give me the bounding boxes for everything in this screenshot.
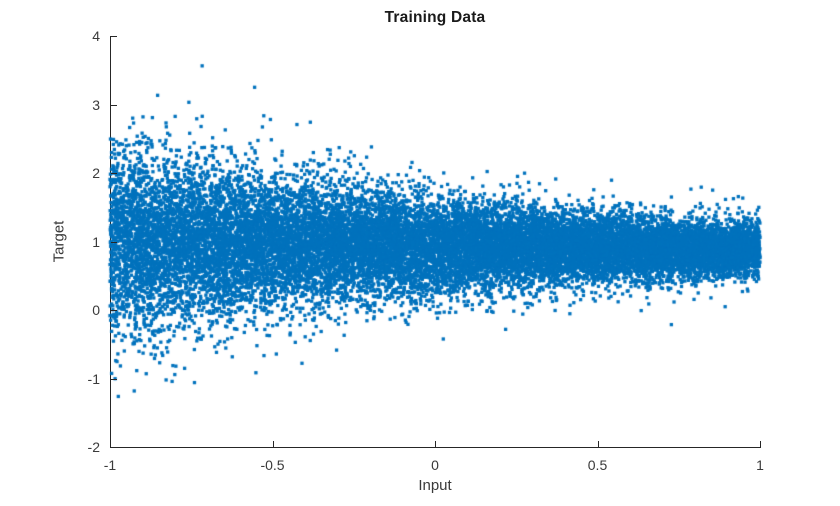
x-tick-mark (110, 441, 111, 447)
x-tick-label: -0.5 (260, 457, 285, 473)
x-tick-mark (272, 441, 274, 447)
y-tick-label: 2 (92, 165, 100, 181)
y-tick-mark (111, 36, 117, 37)
x-tick-label: 0.5 (587, 457, 608, 473)
y-tick-mark (111, 310, 117, 311)
chart-title: Training Data (384, 9, 486, 26)
y-tick-label: 1 (92, 233, 100, 250)
y-tick-mark (111, 378, 117, 380)
y-tick-label: -1 (87, 370, 100, 387)
x-tick-label: -1 (103, 457, 117, 473)
y-axis-label: Target (50, 220, 68, 263)
y-tick-label: 3 (92, 96, 100, 113)
y-tick-mark (111, 447, 117, 448)
y-tick-mark (111, 241, 117, 243)
y-tick-label: 4 (92, 28, 100, 44)
y-tick-label: 0 (92, 302, 100, 318)
x-tick-label: 0 (431, 457, 439, 473)
y-tick-mark (111, 173, 117, 174)
x-tick-mark (760, 441, 761, 447)
y-tick-mark (111, 104, 117, 106)
x-tick-mark (597, 441, 599, 447)
y-tick-label: -2 (87, 439, 100, 455)
x-tick-mark (435, 441, 436, 447)
x-axis-label: Input (418, 477, 452, 494)
scatter-points-canvas (100, 26, 770, 457)
x-tick-label: 1 (756, 457, 764, 473)
